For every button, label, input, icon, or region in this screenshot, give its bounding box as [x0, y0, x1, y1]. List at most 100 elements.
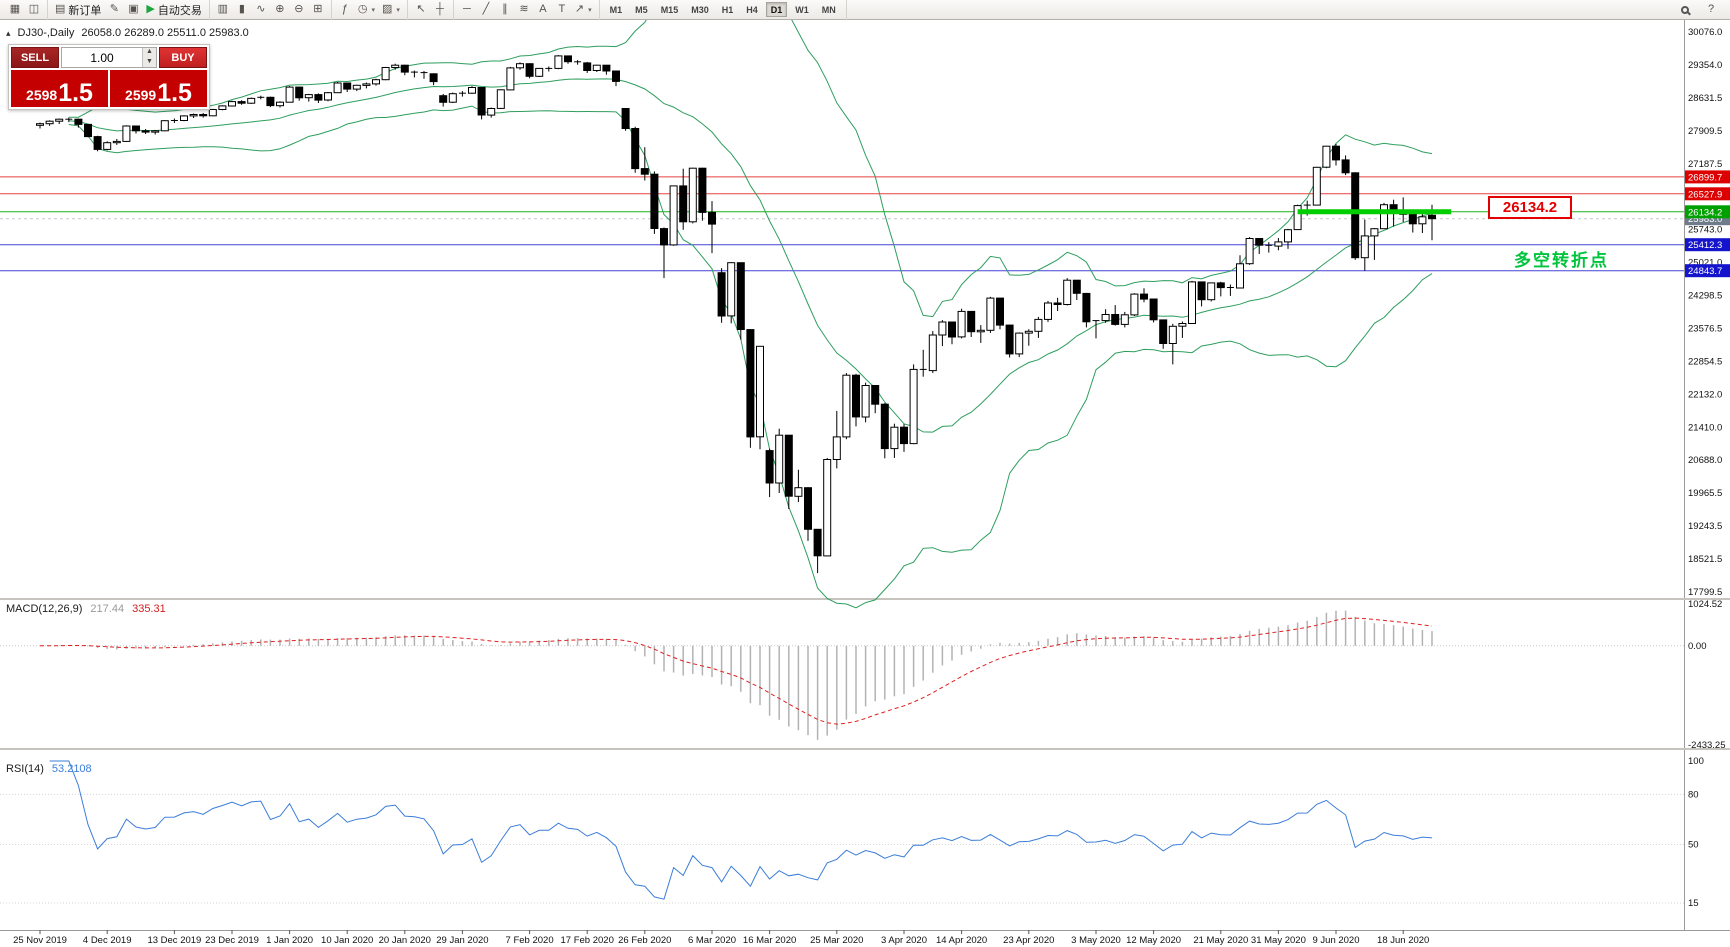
- timeframe-M1[interactable]: M1: [609, 5, 623, 15]
- metaeditor-button[interactable]: ✎: [105, 1, 123, 18]
- svg-text:24298.5: 24298.5: [1688, 291, 1722, 302]
- horizontal-line-button[interactable]: ─: [458, 1, 476, 18]
- zoom-in-button[interactable]: ⊕: [271, 1, 289, 18]
- chart-profiles-button[interactable]: ◫: [25, 1, 43, 18]
- macd-panel[interactable]: 1024.52 0.00 -2433.25: [0, 599, 1726, 751]
- arrows-caret-icon[interactable]: ▾: [588, 6, 592, 14]
- svg-text:22854.5: 22854.5: [1688, 356, 1722, 367]
- price-annotation-box[interactable]: 26134.2: [1488, 196, 1572, 219]
- indicators-button[interactable]: ƒ: [336, 1, 354, 18]
- svg-text:16 Mar 2020: 16 Mar 2020: [743, 935, 796, 946]
- search-button[interactable]: [1676, 1, 1694, 18]
- chart-line-button[interactable]: ∿: [252, 1, 270, 18]
- time-axis[interactable]: 25 Nov 2019 4 Dec 2019 13 Dec 2019 23 Dec 2…: [13, 930, 1429, 946]
- svg-text:50: 50: [1688, 840, 1699, 851]
- periods-button[interactable]: ◷ ▾: [355, 1, 378, 18]
- periods-caret-icon[interactable]: ▾: [371, 6, 375, 14]
- ask-price[interactable]: 2599 1.5: [110, 70, 207, 107]
- volume-input[interactable]: [62, 48, 142, 67]
- new-order-label: 新订单: [68, 4, 102, 17]
- timeframe-D1[interactable]: D1: [765, 2, 788, 17]
- help-icon: ?: [1707, 3, 1715, 15]
- svg-text:27909.5: 27909.5: [1688, 126, 1722, 137]
- svg-text:31 May 2020: 31 May 2020: [1251, 935, 1306, 946]
- svg-text:10 Jan 2020: 10 Jan 2020: [321, 935, 373, 946]
- svg-text:19243.5: 19243.5: [1688, 521, 1722, 532]
- svg-text:30076.0: 30076.0: [1688, 27, 1722, 38]
- macd-label: MACD(12,26,9) 217.44 335.31: [6, 603, 166, 615]
- horizontal-level-lines[interactable]: [0, 176, 1684, 272]
- svg-text:23576.5: 23576.5: [1688, 324, 1722, 335]
- svg-text:28631.5: 28631.5: [1688, 93, 1722, 104]
- templates-button[interactable]: ▨ ▾: [379, 1, 403, 18]
- timeframe-M30[interactable]: M30: [691, 5, 709, 15]
- candles: [36, 55, 1436, 574]
- timeframe-H4[interactable]: H4: [746, 5, 758, 15]
- text-icon: A: [539, 3, 547, 15]
- data-window-button[interactable]: ▣: [124, 1, 142, 18]
- timeframe-H1[interactable]: H1: [721, 5, 734, 15]
- fibonacci-button[interactable]: ≋: [515, 1, 533, 18]
- chart-bars-button[interactable]: ▥: [214, 1, 232, 18]
- turning-point-label[interactable]: 多空转折点: [1514, 251, 1609, 270]
- equidistant-channel-button[interactable]: ∥: [496, 1, 514, 18]
- new-order-button[interactable]: ▤ 新订单: [52, 1, 104, 18]
- horizontal-line-icon: ─: [463, 3, 471, 15]
- svg-text:3 Apr 2020: 3 Apr 2020: [881, 935, 927, 946]
- zoom-out-button[interactable]: ⊖: [290, 1, 308, 18]
- text-label-button[interactable]: T: [553, 1, 571, 18]
- svg-text:0.00: 0.00: [1688, 641, 1707, 652]
- svg-text:18521.5: 18521.5: [1688, 554, 1722, 565]
- timeframe-M5[interactable]: M5: [635, 5, 648, 15]
- arrows-button[interactable]: ↗ ▾: [572, 1, 595, 18]
- chart-window[interactable]: 30076.029354.028631.527909.527187.526465…: [0, 20, 1730, 947]
- svg-text:26 Feb 2020: 26 Feb 2020: [618, 935, 671, 946]
- bollinger-bands: [68, 20, 1433, 609]
- price-axis[interactable]: 30076.029354.028631.527909.527187.526465…: [1685, 27, 1730, 598]
- ohlc-values: 26058.0 26289.0 25511.0 25983.0: [81, 27, 249, 39]
- crosshair-button[interactable]: ┼: [431, 1, 449, 18]
- trendline-button[interactable]: ╱: [477, 1, 495, 18]
- search-icon: [1681, 5, 1689, 14]
- tile-windows-button[interactable]: ⊞: [309, 1, 327, 18]
- timeframe-M15[interactable]: M15: [660, 5, 679, 15]
- svg-text:25983.0: 25983.0: [1688, 214, 1722, 225]
- chart-line-icon: ∿: [256, 3, 266, 15]
- svg-text:26527.9: 26527.9: [1688, 189, 1722, 200]
- rsi-value: 53.2108: [51, 763, 92, 775]
- cursor-button[interactable]: ↖: [412, 1, 430, 18]
- volume-down-button[interactable]: ▼: [143, 57, 156, 67]
- text-button[interactable]: A: [534, 1, 552, 18]
- svg-text:100: 100: [1688, 756, 1704, 767]
- macd-main-value: 217.44: [90, 603, 125, 615]
- bid-price[interactable]: 2598 1.5: [11, 70, 108, 107]
- svg-text:27187.5: 27187.5: [1688, 159, 1722, 170]
- svg-text:23 Dec 2019: 23 Dec 2019: [205, 935, 259, 946]
- chart-canvas[interactable]: 30076.029354.028631.527909.527187.526465…: [0, 20, 1730, 947]
- svg-text:14 Apr 2020: 14 Apr 2020: [936, 935, 987, 946]
- svg-text:29 Jan 2020: 29 Jan 2020: [436, 935, 488, 946]
- help-button[interactable]: ?: [1702, 1, 1720, 18]
- volume-up-button[interactable]: ▲: [143, 48, 156, 58]
- chart-ohlc-label: ▴ DJ30-,Daily 26058.0 26289.0 25511.0 25…: [6, 27, 249, 39]
- svg-text:21 May 2020: 21 May 2020: [1193, 935, 1248, 946]
- price-big-digits: 1.5: [58, 79, 93, 107]
- svg-text:23 Apr 2020: 23 Apr 2020: [1003, 935, 1054, 946]
- new-chart-button[interactable]: ▦: [6, 1, 24, 18]
- panel-frame: [0, 20, 1730, 931]
- buy-button[interactable]: BUY: [159, 47, 207, 68]
- fibonacci-icon: ≋: [519, 3, 529, 15]
- templates-caret-icon[interactable]: ▾: [396, 6, 400, 14]
- autotrading-label: 自动交易: [157, 4, 202, 17]
- rsi-panel[interactable]: 100 80 50 15: [0, 756, 1704, 909]
- symbol-period-label: DJ30-,Daily: [17, 27, 75, 39]
- one-click-collapse-arrow[interactable]: ▴: [6, 27, 11, 38]
- new-order-icon: ▤: [55, 3, 66, 15]
- sell-button[interactable]: SELL: [11, 47, 59, 68]
- svg-text:80: 80: [1688, 789, 1699, 800]
- timeframe-MN[interactable]: MN: [821, 5, 836, 15]
- chart-candlesticks-button[interactable]: ▮: [233, 1, 251, 18]
- timeframe-W1[interactable]: W1: [795, 5, 809, 15]
- zoom-out-icon: ⊖: [294, 3, 304, 15]
- autotrading-button[interactable]: ▶ 自动交易: [143, 1, 204, 18]
